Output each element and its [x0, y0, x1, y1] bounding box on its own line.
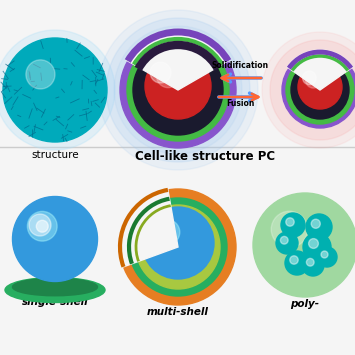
Circle shape — [12, 197, 98, 282]
Ellipse shape — [12, 278, 98, 296]
Circle shape — [311, 219, 320, 228]
Circle shape — [271, 211, 307, 247]
Circle shape — [127, 39, 229, 141]
Circle shape — [262, 32, 355, 148]
Circle shape — [150, 217, 173, 240]
Circle shape — [298, 65, 342, 109]
Circle shape — [321, 251, 328, 258]
Circle shape — [128, 40, 228, 140]
Circle shape — [145, 53, 211, 119]
Circle shape — [98, 10, 258, 170]
Circle shape — [142, 207, 214, 279]
Text: poly-: poly- — [290, 299, 320, 309]
Circle shape — [120, 189, 236, 305]
Circle shape — [157, 65, 180, 88]
Circle shape — [26, 60, 55, 89]
Wedge shape — [118, 188, 178, 268]
Circle shape — [29, 214, 51, 236]
Circle shape — [306, 73, 321, 88]
Circle shape — [136, 205, 220, 289]
Text: single-shell: single-shell — [22, 297, 88, 307]
Circle shape — [306, 214, 332, 240]
Circle shape — [129, 198, 227, 296]
Text: Fusion: Fusion — [226, 99, 254, 108]
Text: structure: structure — [31, 150, 79, 160]
Circle shape — [150, 62, 171, 83]
Circle shape — [253, 193, 355, 297]
Circle shape — [302, 254, 324, 276]
Text: Cell-like structure PC: Cell-like structure PC — [135, 150, 275, 163]
Circle shape — [282, 52, 355, 128]
Circle shape — [3, 38, 107, 142]
Circle shape — [281, 213, 305, 237]
Circle shape — [286, 56, 354, 124]
Circle shape — [133, 45, 223, 135]
Circle shape — [291, 61, 349, 119]
Circle shape — [154, 220, 180, 245]
Circle shape — [276, 232, 298, 254]
Circle shape — [106, 18, 250, 162]
Circle shape — [287, 57, 353, 123]
Circle shape — [308, 239, 318, 248]
Circle shape — [290, 256, 298, 264]
Text: Solidification: Solidification — [212, 61, 269, 70]
Circle shape — [162, 227, 172, 237]
Circle shape — [280, 236, 288, 244]
Circle shape — [317, 247, 337, 267]
Circle shape — [114, 26, 242, 154]
Circle shape — [27, 211, 57, 241]
Ellipse shape — [5, 278, 105, 302]
Text: multi-shell: multi-shell — [147, 307, 209, 317]
Circle shape — [310, 77, 316, 83]
Circle shape — [302, 71, 316, 85]
Circle shape — [286, 218, 294, 226]
Wedge shape — [126, 30, 230, 90]
Circle shape — [270, 40, 355, 140]
Circle shape — [120, 32, 236, 148]
Circle shape — [164, 71, 173, 81]
Circle shape — [306, 258, 314, 266]
Circle shape — [36, 220, 48, 232]
Wedge shape — [287, 50, 353, 90]
Circle shape — [285, 251, 309, 275]
Circle shape — [0, 30, 115, 150]
Circle shape — [303, 233, 331, 261]
